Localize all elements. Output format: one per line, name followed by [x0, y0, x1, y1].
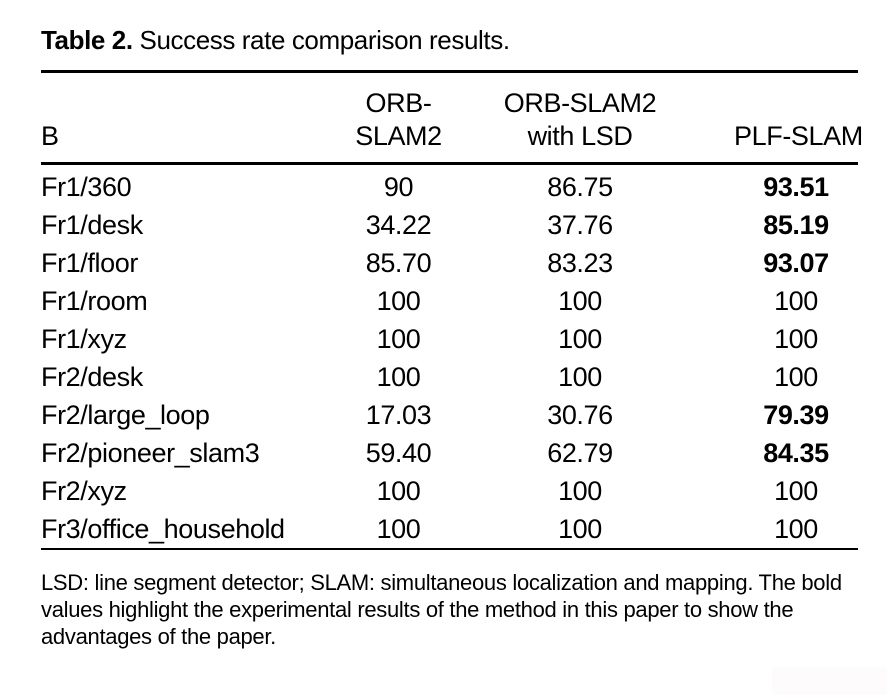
plf-slam-value: 79.39 — [763, 400, 829, 430]
plf-slam-value: 100 — [774, 286, 818, 316]
table-row: Fr1/desk 34.22 37.76 85.19 — [41, 206, 858, 244]
orb-slam2-value: 90 — [383, 172, 414, 202]
table-caption-label: Table 2. — [41, 25, 133, 55]
orb-slam2-value: 100 — [376, 286, 421, 316]
dataset-name: Fr2/pioneer_slam3 — [41, 438, 260, 468]
scan-artifact — [772, 667, 887, 695]
dataset-name: Fr1/room — [41, 286, 148, 316]
dataset-name: Fr3/office_household — [41, 514, 285, 544]
plf-slam-value: 84.35 — [763, 438, 829, 468]
table-header: B ORB- SLAM2 ORB-SLAM2 with LSD PLF-SLAM — [41, 72, 863, 164]
column-header-plf-slam: PLF-SLAM — [734, 121, 863, 151]
column-header-orb-slam2-line1: ORB- — [365, 88, 432, 118]
dataset-name: Fr1/floor — [41, 248, 138, 278]
orb-slam2-lsd-value: 100 — [558, 514, 602, 544]
table-row: Fr2/large_loop 17.03 30.76 79.39 — [41, 396, 858, 434]
column-header-orb-slam2-lsd-line1: ORB-SLAM2 — [503, 88, 657, 118]
table-caption-text: Success rate comparison results. — [139, 25, 511, 55]
plf-slam-value: 85.19 — [763, 210, 829, 240]
plf-slam-value: 100 — [774, 324, 818, 354]
dataset-name: Fr1/desk — [41, 210, 143, 240]
dataset-name: Fr2/xyz — [41, 476, 127, 506]
table-row: Fr2/pioneer_slam3 59.40 62.79 84.35 — [41, 434, 858, 472]
plf-slam-value: 100 — [774, 514, 818, 544]
orb-slam2-lsd-value: 100 — [558, 324, 602, 354]
orb-slam2-lsd-value: 86.75 — [547, 172, 613, 202]
table-row: Fr1/floor 85.70 83.23 93.07 — [41, 244, 858, 282]
plf-slam-value: 100 — [774, 362, 818, 392]
dataset-name: Fr1/xyz — [41, 324, 127, 354]
table-row: Fr1/xyz 100 100 100 — [41, 320, 858, 358]
orb-slam2-value: 17.03 — [365, 400, 432, 430]
orb-slam2-value: 100 — [376, 324, 421, 354]
table-row: Fr1/360 90 86.75 93.51 — [41, 164, 858, 207]
table-footnote: LSD: line segment detector; SLAM: simult… — [41, 570, 842, 649]
plf-slam-value: 93.07 — [763, 248, 829, 278]
orb-slam2-value: 100 — [376, 476, 421, 506]
table-row: Fr3/office_household 100 100 100 — [41, 510, 858, 549]
table-body: Fr1/360 90 86.75 93.51 Fr1/desk 34.22 37… — [41, 164, 858, 549]
orb-slam2-lsd-value: 100 — [558, 286, 602, 316]
orb-slam2-value: 85.70 — [365, 248, 432, 278]
orb-slam2-lsd-value: 62.79 — [547, 438, 613, 468]
table-row: Fr2/desk 100 100 100 — [41, 358, 858, 396]
plf-slam-value: 93.51 — [763, 172, 829, 202]
orb-slam2-lsd-value: 100 — [558, 476, 602, 506]
orb-slam2-lsd-value: 100 — [558, 362, 602, 392]
table-caption: Table 2. Success rate comparison results… — [41, 24, 858, 56]
column-header-orb-slam2-lsd: ORB-SLAM2 with LSD — [476, 72, 684, 164]
plf-slam-value: 100 — [774, 476, 818, 506]
dataset-name: Fr2/desk — [41, 362, 143, 392]
column-header-orb-slam2-line2: SLAM2 — [355, 121, 442, 151]
column-header-orb-slam2-lsd-line2: with LSD — [527, 121, 633, 151]
table-row: Fr2/xyz 100 100 100 — [41, 472, 858, 510]
table-row: Fr1/room 100 100 100 — [41, 282, 858, 320]
dataset-name: Fr1/360 — [41, 172, 132, 202]
orb-slam2-value: 34.22 — [365, 210, 432, 240]
orb-slam2-lsd-value: 83.23 — [547, 248, 613, 278]
orb-slam2-value: 100 — [376, 514, 421, 544]
orb-slam2-lsd-value: 37.76 — [547, 210, 613, 240]
orb-slam2-value: 59.40 — [365, 438, 432, 468]
success-rate-table: B ORB- SLAM2 ORB-SLAM2 with LSD PLF-SLAM… — [41, 70, 863, 550]
orb-slam2-value: 100 — [376, 362, 421, 392]
orb-slam2-lsd-value: 30.76 — [547, 400, 613, 430]
column-header-orb-slam2: ORB- SLAM2 — [321, 72, 476, 164]
column-header-b: B — [41, 121, 59, 151]
dataset-name: Fr2/large_loop — [41, 400, 210, 430]
header-row: B ORB- SLAM2 ORB-SLAM2 with LSD PLF-SLAM — [41, 72, 863, 164]
